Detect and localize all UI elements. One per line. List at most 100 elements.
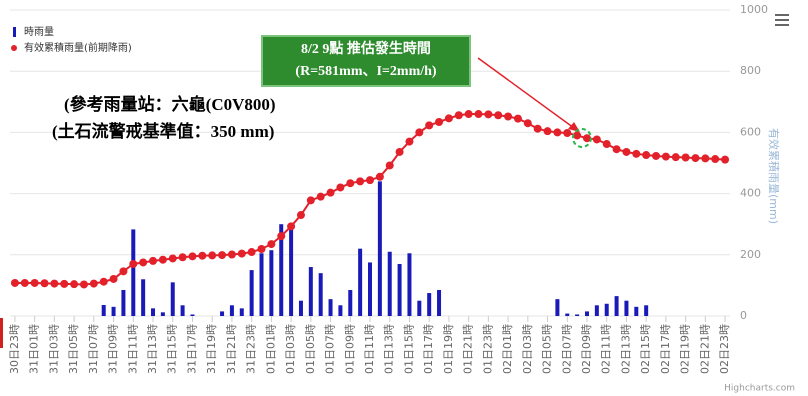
x-tick-label: 01日23時 bbox=[481, 324, 494, 374]
line-marker bbox=[129, 259, 138, 268]
x-tick-label: 01日03時 bbox=[284, 324, 297, 374]
x-tick-label: 01日09時 bbox=[343, 324, 356, 374]
line-marker bbox=[70, 280, 79, 289]
line-marker bbox=[218, 251, 227, 260]
line-marker bbox=[139, 258, 148, 267]
line-marker bbox=[573, 131, 582, 140]
line-marker bbox=[109, 274, 118, 283]
line-marker bbox=[188, 252, 197, 261]
bar bbox=[387, 251, 392, 316]
menu-bar bbox=[775, 24, 789, 26]
line-marker bbox=[99, 277, 108, 286]
x-tick-label: 01日11時 bbox=[363, 324, 376, 374]
line-marker bbox=[602, 140, 611, 149]
edge-marker bbox=[0, 318, 3, 348]
menu-icon[interactable] bbox=[775, 14, 789, 26]
bar bbox=[555, 299, 560, 316]
line-marker bbox=[316, 192, 325, 201]
bar bbox=[111, 306, 116, 316]
line-marker bbox=[356, 177, 365, 186]
x-tick-label: 01日17時 bbox=[422, 324, 435, 374]
line-marker bbox=[435, 117, 444, 126]
bar bbox=[368, 262, 372, 316]
line-marker bbox=[208, 251, 217, 260]
y2-tick-label: 1000 bbox=[740, 3, 768, 16]
x-tick-label: 02日23時 bbox=[718, 324, 731, 374]
line-marker bbox=[444, 114, 453, 123]
x-tick-label: 01日13時 bbox=[383, 324, 396, 374]
y2-tick-label: 200 bbox=[740, 248, 761, 261]
x-tick-label: 02日13時 bbox=[619, 324, 632, 374]
bar bbox=[170, 282, 175, 316]
line-marker bbox=[247, 248, 256, 257]
x-tick-label: 02日19時 bbox=[679, 324, 692, 374]
bar bbox=[298, 300, 303, 316]
annotation: (參考雨量站：六龜(C0V800) bbox=[64, 94, 276, 114]
line-marker bbox=[721, 155, 730, 164]
x-tick-label: 31日19時 bbox=[205, 324, 218, 374]
bar bbox=[308, 267, 313, 316]
x-tick-label: 02日07時 bbox=[560, 324, 573, 374]
line-marker bbox=[346, 179, 355, 188]
bar bbox=[229, 305, 234, 316]
line-marker bbox=[375, 172, 384, 181]
x-tick-label: 02日09時 bbox=[580, 324, 593, 374]
credit: Highcharts.com bbox=[724, 384, 795, 394]
line-marker bbox=[257, 244, 266, 253]
callout-arrow bbox=[477, 57, 575, 129]
line-marker bbox=[385, 161, 394, 170]
x-tick-label: 31日07時 bbox=[87, 324, 100, 374]
bar bbox=[634, 306, 639, 316]
line-marker bbox=[89, 279, 98, 288]
line-marker bbox=[701, 154, 710, 163]
line-marker bbox=[237, 249, 246, 258]
line-marker bbox=[277, 232, 286, 241]
line-marker bbox=[30, 278, 39, 287]
legend-label: 有效累積雨量(前期降雨) bbox=[24, 41, 132, 54]
line-marker bbox=[494, 111, 503, 120]
line-marker bbox=[622, 147, 631, 156]
menu-bar bbox=[775, 14, 789, 16]
x-tick-label: 02日15時 bbox=[639, 324, 652, 374]
line-marker bbox=[405, 137, 414, 146]
line-marker bbox=[119, 267, 128, 276]
line-marker bbox=[582, 134, 591, 143]
line-marker bbox=[563, 129, 572, 138]
line-marker bbox=[20, 278, 29, 287]
bar bbox=[279, 224, 284, 316]
y2-axis-title: 有效累積雨量(mm) bbox=[767, 128, 781, 224]
bar bbox=[437, 289, 442, 316]
highlight-circle bbox=[572, 128, 592, 148]
bar bbox=[624, 300, 629, 316]
y2-tick-label: 800 bbox=[740, 64, 761, 77]
line-marker bbox=[661, 152, 670, 161]
bar bbox=[239, 308, 244, 316]
annotation: (土石流警戒基準值：350 mm) bbox=[52, 121, 274, 141]
x-tick-label: 31日23時 bbox=[245, 324, 258, 374]
line-marker bbox=[287, 222, 296, 231]
bar bbox=[594, 305, 599, 316]
bar bbox=[614, 296, 619, 316]
x-tick-label: 31日11時 bbox=[126, 324, 139, 374]
bar bbox=[417, 300, 422, 316]
legend-symbol bbox=[11, 45, 17, 51]
line-marker bbox=[198, 251, 207, 260]
line-marker bbox=[592, 135, 601, 144]
x-tick-label: 31日09時 bbox=[107, 324, 120, 374]
bar bbox=[348, 289, 353, 316]
line-marker bbox=[711, 155, 720, 164]
x-tick-label: 31日03時 bbox=[47, 324, 60, 374]
x-tick-label: 31日13時 bbox=[146, 324, 159, 374]
line-marker bbox=[671, 153, 680, 162]
x-tick-label: 01日01時 bbox=[264, 324, 277, 374]
bar bbox=[397, 263, 402, 316]
line-marker bbox=[296, 211, 305, 220]
callout-text: 8/2 9點 推估發生時間 bbox=[301, 40, 431, 57]
line-marker bbox=[691, 154, 700, 163]
x-tick-label: 30日23時 bbox=[8, 324, 21, 374]
line-marker bbox=[425, 121, 434, 130]
line-marker bbox=[553, 128, 562, 137]
line-marker bbox=[513, 114, 522, 123]
